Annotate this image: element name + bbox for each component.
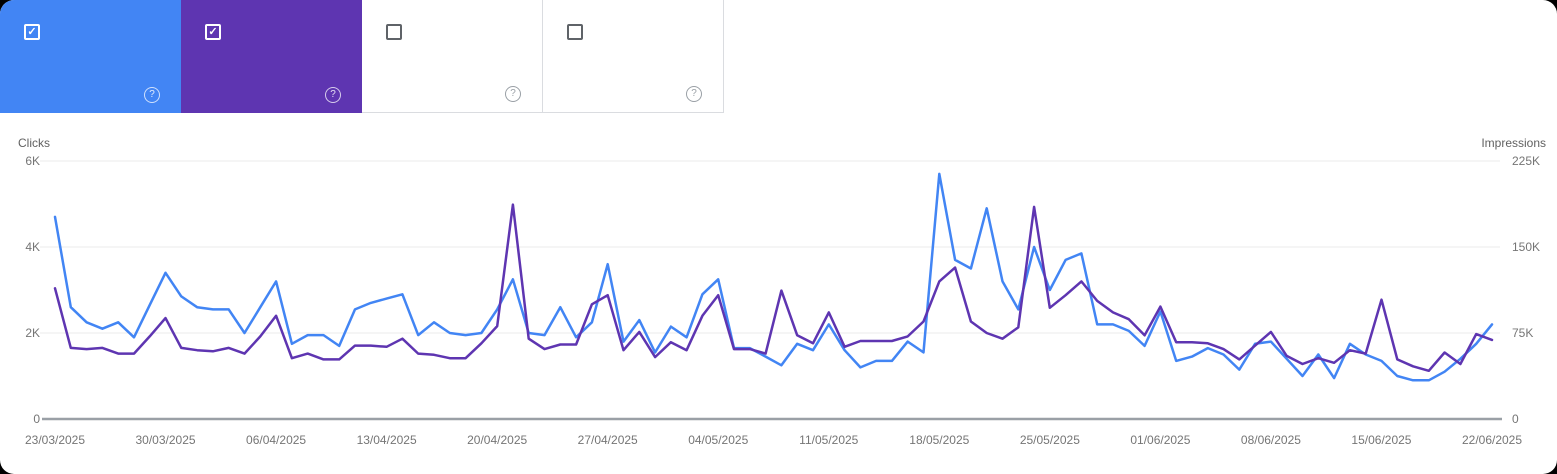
x-axis-date-label: 04/05/2025 [688, 433, 749, 447]
help-icon[interactable]: ? [144, 87, 160, 103]
help-icon[interactable]: ? [505, 86, 521, 102]
metric-card-average-position[interactable]: ? [543, 0, 724, 113]
x-axis-date-label: 11/05/2025 [799, 433, 859, 447]
metric-card-total-clicks[interactable]: ✓? [0, 0, 181, 113]
metric-checkbox-row [567, 24, 592, 40]
x-axis-date-label: 18/05/2025 [909, 433, 970, 447]
x-axis-date-label: 30/03/2025 [135, 433, 196, 447]
x-axis-date-label: 23/03/2025 [24, 433, 86, 447]
x-axis-date-label: 25/05/2025 [1019, 433, 1080, 447]
metric-checkbox-row: ✓ [24, 24, 49, 40]
x-axis-date-label: 01/06/2025 [1130, 433, 1191, 447]
x-axis-date-label: 08/06/2025 [1240, 433, 1301, 447]
x-axis-date-label: 27/04/2025 [577, 433, 638, 447]
help-icon[interactable]: ? [686, 86, 702, 102]
average-ctr-checkbox[interactable] [386, 24, 402, 40]
metric-card-total-impressions[interactable]: ✓? [181, 0, 362, 113]
left-axis-tick: 0 [33, 412, 40, 426]
x-axis-date-label: 13/04/2025 [356, 433, 417, 447]
metric-checkbox-row [386, 24, 411, 40]
right-axis-tick: 75K [1512, 326, 1534, 340]
total-clicks-line [53, 172, 1494, 382]
x-axis-date-label: 20/04/2025 [467, 433, 528, 447]
total-impressions-checkbox[interactable]: ✓ [205, 24, 221, 40]
right-axis-tick: 0 [1512, 412, 1519, 426]
left-axis-title: Clicks [18, 136, 50, 150]
right-axis-tick: 150K [1512, 240, 1541, 254]
x-axis-date-label: 22/06/2025 [1461, 433, 1523, 447]
average-position-checkbox[interactable] [567, 24, 583, 40]
left-axis-tick: 4K [25, 240, 40, 254]
help-icon[interactable]: ? [325, 87, 341, 103]
x-axis-date-label: 15/06/2025 [1351, 433, 1412, 447]
x-axis-date-label: 06/04/2025 [246, 433, 307, 447]
metric-card-average-ctr[interactable]: ? [362, 0, 543, 113]
total-clicks-checkbox[interactable]: ✓ [24, 24, 40, 40]
right-axis-title: Impressions [1481, 136, 1546, 150]
metric-cards-row: ✓? ✓??? [0, 0, 724, 113]
left-axis-tick: 2K [25, 326, 40, 340]
total-impressions-line [53, 203, 1494, 373]
metric-checkbox-row: ✓ [205, 24, 230, 40]
right-axis-tick: 225K [1512, 154, 1541, 168]
left-axis-tick: 6K [25, 154, 40, 168]
